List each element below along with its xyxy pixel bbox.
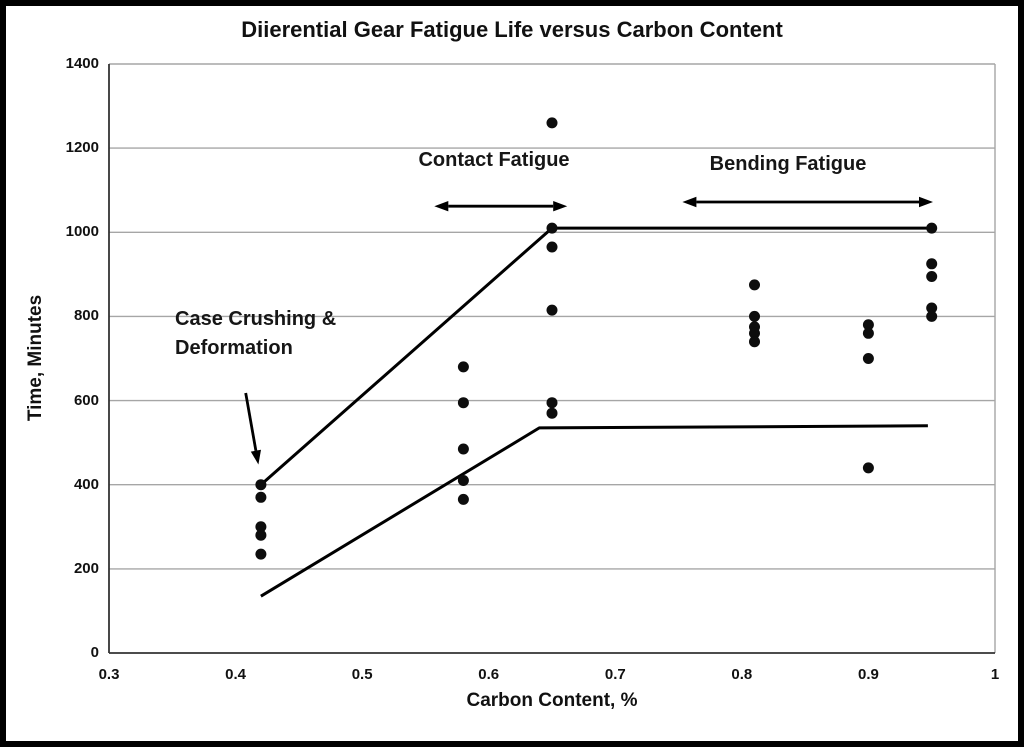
y-tick-label: 0 — [90, 644, 99, 661]
data-point — [546, 222, 558, 234]
y-tick-label: 1200 — [65, 139, 99, 157]
y-tick-label: 400 — [73, 475, 99, 493]
data-point — [255, 491, 267, 503]
data-point — [546, 241, 558, 253]
x-tick-label: 0.8 — [731, 666, 753, 683]
x-tick-label: 0.7 — [604, 666, 626, 683]
arrowhead-icon — [250, 449, 261, 465]
data-point — [749, 310, 760, 322]
data-point — [255, 479, 267, 491]
data-point — [457, 361, 469, 373]
data-point — [546, 397, 558, 409]
data-point — [749, 327, 760, 339]
upper-bound-line — [259, 226, 932, 486]
case-crushing-pointer-arrow — [244, 392, 258, 451]
x-tick-label: 0.9 — [857, 666, 879, 683]
data-point — [926, 310, 938, 322]
data-point — [862, 319, 874, 331]
annotation-case-line-2: Deformation — [175, 337, 293, 359]
arrowhead-icon — [919, 196, 933, 208]
data-point — [862, 462, 874, 474]
data-point — [457, 443, 469, 455]
data-point — [457, 475, 469, 486]
data-point — [255, 521, 267, 533]
data-point — [926, 271, 938, 282]
data-point — [749, 336, 760, 348]
x-tick-label: 0.5 — [351, 666, 373, 683]
data-point — [457, 493, 469, 505]
x-tick-label: 0.3 — [98, 666, 120, 683]
annotation-case-line-1: Case Crushing & — [175, 308, 337, 330]
annotation-contact-fatigue: Contact Fatigue — [418, 149, 570, 171]
y-tick-label: 1400 — [65, 55, 99, 72]
data-point — [926, 222, 938, 234]
data-point — [546, 117, 558, 129]
x-tick-label: 0.4 — [225, 666, 246, 683]
lower-bound-line — [260, 424, 928, 598]
x-tick-label: 0.6 — [478, 666, 500, 683]
annotation-bending-fatigue: Bending Fatigue — [709, 153, 867, 175]
y-tick-label: 200 — [73, 559, 99, 577]
annotation-case-crushing: Case Crushing & Deformation — [175, 305, 336, 363]
data-point — [926, 258, 938, 270]
x-axis-title: Carbon Content, % — [466, 690, 638, 711]
data-point — [749, 279, 760, 291]
arrowhead-icon — [553, 201, 568, 212]
y-tick-label: 1000 — [65, 223, 99, 241]
data-point — [546, 407, 558, 419]
arrowhead-icon — [434, 201, 449, 212]
data-point — [255, 529, 267, 541]
data-point — [862, 353, 874, 364]
data-point — [255, 548, 267, 560]
data-point — [457, 397, 469, 409]
data-point — [926, 302, 938, 314]
chart-title: Diierential Gear Fatigue Life versus Car… — [241, 17, 783, 42]
x-tick-label: 1 — [990, 666, 1000, 683]
y-tick-label: 800 — [73, 307, 99, 325]
data-point — [546, 304, 558, 316]
data-point — [862, 327, 874, 339]
arrowhead-icon — [682, 196, 697, 208]
y-tick-label: 600 — [73, 391, 99, 409]
